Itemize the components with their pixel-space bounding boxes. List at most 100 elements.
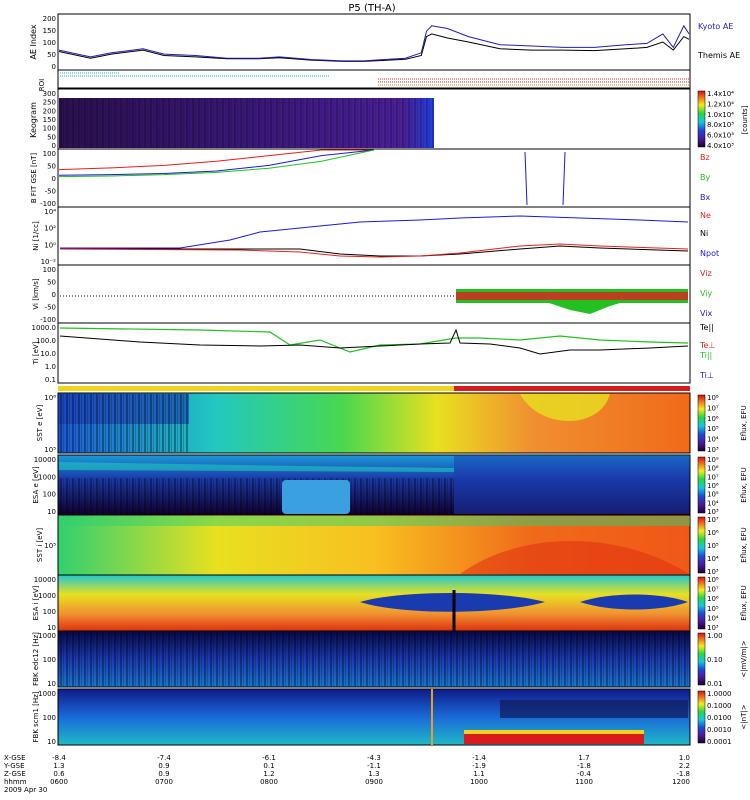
ytick-label: 250 [43, 99, 56, 107]
colorbar-tick-label: 8.0x10³ [707, 121, 734, 129]
colorbar-tick-label: 10⁷ [707, 586, 719, 594]
te-line [59, 328, 689, 355]
x-gse-value: -7.4 [157, 754, 171, 762]
roi-ylabel: ROI [38, 79, 46, 91]
ytick-label: 10⁵ [44, 542, 56, 550]
esa-e-ytick-labels: 10000 1000 100 10 [34, 456, 56, 516]
colorbar-tick-label: 10⁷ [707, 404, 719, 412]
fbk-e-colorbar-label: <|mV/m|> [740, 640, 748, 677]
time-tick-label: 0700 [155, 778, 173, 786]
y-gse-value: -1.1 [367, 762, 381, 770]
density-ylabel: Ni [1/cc] [32, 221, 40, 251]
sst-i-panel: SST i [eV] 10⁵ 10⁷ 10⁶ 10⁵ 10⁴ 10³ Eflux, EF… [36, 514, 748, 576]
sst-e-noise [59, 394, 189, 452]
sst-e-panel: SST e [eV] 10⁶ 10⁵ 10⁸ 10⁷ 10⁶ 10⁵ 10⁴ 10³ Efl… [36, 392, 748, 454]
colorbar-tick-label: 6.0x10³ [707, 132, 734, 140]
fbk-b-yellow-band [464, 730, 644, 734]
colorbar-tick-label: 0.0001 [707, 738, 732, 746]
esa-i-colorbar [697, 576, 706, 630]
esa-e-ylabel: ESA e [eV] [32, 466, 40, 503]
esa-e-green-tail [59, 462, 454, 472]
fbk-e-ylabel: FBK edc12 [Hz] [32, 632, 40, 686]
temperature-panel: Ti [eV] 1000.0 100.0 10.0 1.0 0.1 Te|| Te⊥ T… [32, 322, 715, 384]
ytick-label: 1000 [38, 632, 56, 640]
sst-e-colorbar [697, 394, 706, 452]
bfield-frame [57, 148, 691, 208]
ytick-label: 100 [43, 39, 56, 47]
ytick-label: 200 [43, 107, 56, 115]
esa-i-blue-lobe-right [580, 594, 688, 610]
fbk-b-colorbar-label: <|nT|> [740, 704, 748, 729]
fbk-b-colorbar [697, 690, 706, 744]
keogram-ylabel: Keogram [29, 102, 38, 138]
ytick-label: 1000 [38, 592, 56, 600]
colorbar-tick-label: 0.10 [707, 656, 723, 664]
sst-e-ytick-labels: 10⁶ 10⁵ [44, 394, 56, 454]
fbk-b-ylabel: FBK scm1 [Hz] [32, 691, 40, 742]
time-tick-label: 0600 [50, 778, 68, 786]
ytick-label: 10000 [34, 576, 56, 584]
themis-ae-line [58, 33, 690, 62]
velocity-panel: Vi [km/s] 100 50 0 -50 -100 Viz Viy Vix [32, 264, 713, 324]
colorbar-tick-label: 10³ [707, 508, 719, 516]
colorbar-tick-label: 10⁶ [707, 529, 719, 537]
velocity-noise-red [456, 292, 688, 300]
ytick-label: 0 [52, 175, 56, 183]
ytick-label: 1.0 [45, 363, 56, 371]
colorbar-tick-label: 1.0000 [707, 690, 732, 698]
sst-i-green-top [59, 516, 690, 526]
ytick-label: -100 [40, 316, 56, 324]
bfield-panel: B FIT GSE [nT] 100 50 0 -50 -100 Bz By Bx [30, 148, 710, 208]
row-label-date: 2009 Apr 30 [4, 786, 47, 794]
colorbar-tick-label: 10⁷ [707, 516, 719, 524]
colorbar-tick-label: 0.01 [707, 680, 723, 688]
ytick-label: 1000 [38, 690, 56, 698]
y-gse-value: -1.9 [472, 762, 486, 770]
fbk-b-panel: FBK scm1 [Hz] 1000 100 10 1.0000 0.1000 0.01… [32, 688, 748, 746]
sst-i-colorbar [697, 516, 706, 574]
colorbar-tick-label: 10⁴ [707, 555, 719, 563]
legend-te-par: Te|| [699, 323, 714, 332]
ae-ylabel: AE Index [29, 24, 38, 59]
ne-line [59, 243, 689, 258]
colorbar-tick-label: 10⁶ [707, 482, 719, 490]
esa-i-ytick-labels: 10000 1000 100 10 [34, 576, 56, 632]
y-gse-value: 2.2 [679, 762, 690, 770]
fbk-e-panel: FBK edc12 [Hz] 1000 100 10 1.00 0.10 0.01 <|… [32, 630, 748, 688]
y-gse-value: -1.8 [577, 762, 591, 770]
time-tick-label: 1000 [470, 778, 488, 786]
y-gse-value: 0.9 [158, 762, 169, 770]
ytick-label: 10⁶ [44, 394, 56, 402]
row-label-ygse: Y-GSE [3, 762, 25, 770]
colorbar-tick-label: 10⁹ [707, 456, 719, 464]
legend-viy: Viy [700, 289, 713, 298]
ytick-label: 100 [43, 656, 56, 664]
z-gse-value: 0.9 [158, 770, 169, 778]
z-gse-value: 1.1 [473, 770, 484, 778]
x-gse-value: -8.4 [52, 754, 66, 762]
region-bar-yellow [58, 386, 454, 391]
keogram-colorbar-label: [counts] [741, 105, 749, 134]
x-gse-value: 1.0 [679, 754, 690, 762]
fbk-e-colorbar [697, 632, 706, 686]
bfield-ylabel: B FIT GSE [nT] [30, 153, 38, 204]
temperature-frame [57, 322, 691, 384]
fbk-b-dark-patch [500, 700, 688, 718]
row-label-xgse: X-GSE [4, 754, 26, 762]
ae-panel: AE Index 200 150 100 50 0 Kyoto AE Themis AE [29, 13, 740, 71]
temperature-ytick-labels: 1000.0 100.0 10.0 1.0 0.1 [32, 324, 57, 384]
ytick-label: 10 [47, 680, 56, 688]
z-gse-value: 0.6 [53, 770, 65, 778]
colorbar-tick-label: 10⁸ [707, 576, 719, 584]
ytick-label: 100 [43, 266, 56, 274]
x-gse-value: -6.1 [262, 754, 276, 762]
colorbar-tick-label: 10⁴ [707, 499, 719, 507]
z-gse-value: -0.4 [577, 770, 591, 778]
esa-i-colorbar-label: Eflux, EFU [740, 585, 748, 620]
sst-e-colorbar-labels: 10⁸ 10⁷ 10⁶ 10⁵ 10⁴ 10³ [707, 394, 719, 454]
